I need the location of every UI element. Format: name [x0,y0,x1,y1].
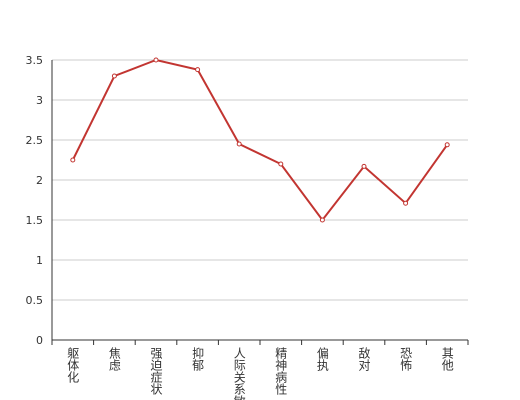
y-tick-label: 0 [36,334,43,347]
y-tick-label: 2.5 [26,134,44,147]
point [236,141,242,147]
x-tick-label: 恐怖 [399,347,413,371]
x-tick-label: 精神病性 [274,347,288,396]
x-tick-label: 抑郁 [191,346,205,372]
x-tick-label: 偏执 [315,346,329,372]
point [111,73,117,79]
x-tick-label: 焦虑 [107,347,121,371]
y-tick-label: 1.5 [26,214,44,227]
point [278,161,284,167]
y-tick-label: 2 [36,174,43,187]
point [403,200,409,206]
x-tick-label: 人际关系敏感 [232,347,246,400]
point [153,57,159,63]
y-tick-label: 1 [36,254,43,267]
point [444,142,450,148]
y-tick-label: 0.5 [26,294,44,307]
x-tick-label: 强迫症状 [149,347,163,395]
x-tick-label: 其他 [440,347,454,371]
point [319,217,325,223]
y-tick-label: 3 [36,94,43,107]
point [361,163,367,169]
point [70,157,76,163]
y-tick-label: 3.5 [26,54,44,67]
point [195,67,201,73]
line [71,58,449,222]
x-tick-label: 敌对 [357,346,371,371]
x-tick-label: 躯体化 [66,346,80,384]
